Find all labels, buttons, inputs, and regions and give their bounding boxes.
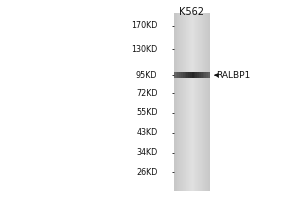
Bar (176, 72, 178, 78)
Bar (209, 13, 210, 191)
Bar (187, 13, 188, 191)
Text: 34KD: 34KD (136, 148, 158, 157)
Bar (208, 72, 210, 78)
Bar (204, 72, 206, 78)
Bar (192, 72, 194, 78)
Bar (202, 13, 203, 191)
Text: K562: K562 (179, 7, 204, 17)
Bar (186, 72, 188, 78)
Bar (195, 72, 197, 78)
Bar (181, 13, 182, 191)
Bar (202, 13, 203, 191)
Bar (183, 13, 184, 191)
Bar (191, 13, 192, 191)
Bar (195, 13, 196, 191)
Bar (207, 13, 208, 191)
Bar (189, 13, 190, 191)
Text: 43KD: 43KD (136, 128, 158, 137)
Bar (174, 72, 176, 78)
Bar (179, 72, 181, 78)
Text: 95KD: 95KD (136, 71, 158, 80)
Bar (180, 13, 181, 191)
Bar (204, 13, 205, 191)
Bar (201, 13, 202, 191)
Bar (194, 13, 195, 191)
Bar (177, 13, 178, 191)
Bar (203, 13, 204, 191)
Bar (196, 13, 197, 191)
Bar (200, 13, 201, 191)
Bar (184, 13, 185, 191)
Bar (175, 13, 176, 191)
Bar (206, 72, 208, 78)
Bar (174, 13, 175, 191)
Bar (182, 13, 183, 191)
Text: 170KD: 170KD (131, 21, 158, 30)
Bar (197, 13, 198, 191)
Bar (183, 72, 184, 78)
Bar (184, 72, 186, 78)
Bar (178, 72, 179, 78)
Text: 130KD: 130KD (131, 45, 158, 54)
Bar (193, 13, 194, 191)
Bar (206, 13, 207, 191)
Bar (188, 72, 190, 78)
Bar (198, 13, 199, 191)
Text: RALBP1: RALBP1 (216, 71, 250, 80)
Text: 26KD: 26KD (136, 168, 158, 177)
Bar (190, 72, 192, 78)
Bar (208, 13, 209, 191)
Bar (190, 13, 191, 191)
Bar (205, 13, 206, 191)
Bar (186, 13, 187, 191)
Bar (185, 13, 186, 191)
Bar (202, 72, 204, 78)
Bar (194, 72, 195, 78)
Bar (179, 13, 180, 191)
Bar (178, 13, 179, 191)
Bar (201, 72, 203, 78)
Bar (199, 72, 201, 78)
Bar (176, 13, 177, 191)
Text: 55KD: 55KD (136, 108, 158, 117)
Bar (197, 72, 199, 78)
Bar (192, 13, 193, 191)
Text: 72KD: 72KD (136, 89, 158, 98)
Bar (188, 13, 189, 191)
Bar (199, 13, 200, 191)
Bar (181, 72, 183, 78)
